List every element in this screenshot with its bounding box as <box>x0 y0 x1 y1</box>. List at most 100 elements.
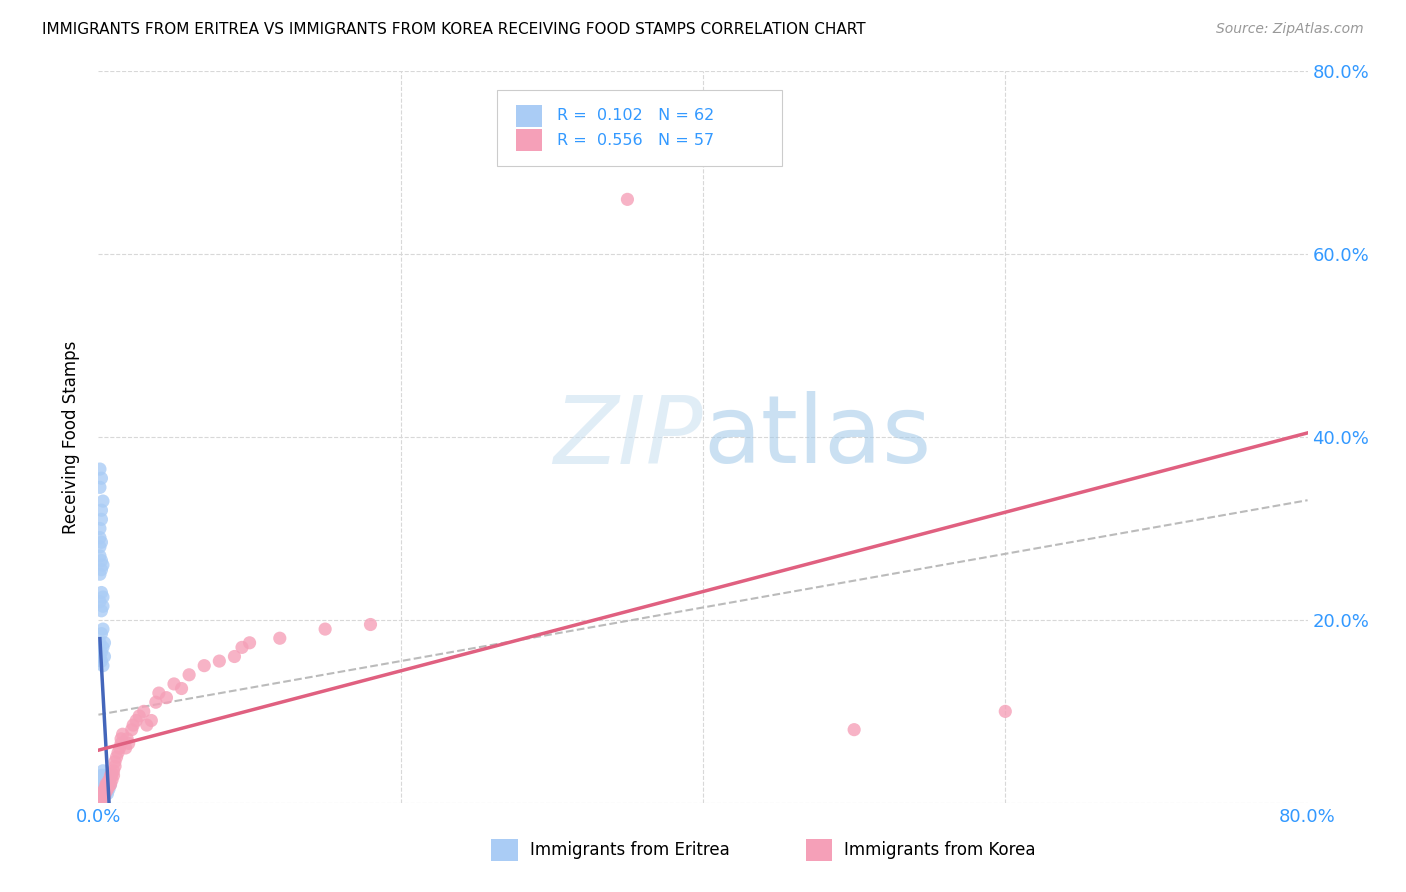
Point <box>93 787 115 801</box>
Point <box>239 636 262 650</box>
Point <box>90 535 112 549</box>
Point <box>128 709 150 723</box>
Point <box>110 731 132 746</box>
Point <box>93 782 115 797</box>
Point <box>170 681 193 696</box>
Point <box>90 563 112 577</box>
Point <box>208 654 231 668</box>
Point <box>89 567 111 582</box>
Point <box>89 794 111 808</box>
Point <box>98 782 121 797</box>
Point <box>163 677 186 691</box>
Point <box>90 772 112 787</box>
Point <box>96 778 118 792</box>
Point <box>90 503 112 517</box>
Point <box>91 778 114 792</box>
Point <box>100 778 122 792</box>
Point <box>269 632 291 646</box>
Point <box>89 480 111 494</box>
Bar <box>806 839 832 862</box>
Y-axis label: Receiving Food Stamps: Receiving Food Stamps <box>62 341 80 533</box>
Point <box>90 768 112 782</box>
Point <box>224 649 246 664</box>
Point <box>135 718 157 732</box>
Point <box>104 755 127 769</box>
Point <box>148 686 170 700</box>
Point <box>91 599 114 614</box>
Point <box>994 705 1017 719</box>
Point <box>90 791 112 805</box>
Text: ZIP: ZIP <box>554 392 703 483</box>
Point <box>193 658 215 673</box>
Point <box>91 787 114 801</box>
Point <box>118 736 141 750</box>
Point <box>93 778 115 792</box>
Point <box>90 471 112 485</box>
Point <box>91 558 114 573</box>
Point <box>121 723 143 737</box>
Point <box>89 540 111 554</box>
Point <box>132 705 155 719</box>
Point <box>115 731 138 746</box>
Point <box>91 494 114 508</box>
Point <box>125 714 148 728</box>
Point <box>91 782 114 797</box>
Point <box>616 192 638 206</box>
Point <box>90 626 112 640</box>
Point <box>100 770 122 784</box>
Point <box>94 780 117 794</box>
Bar <box>516 129 543 151</box>
Point <box>98 780 121 794</box>
Point <box>94 782 117 797</box>
Point <box>90 787 112 801</box>
Point <box>91 658 114 673</box>
Point <box>141 714 163 728</box>
Point <box>89 794 111 808</box>
Point <box>93 772 115 787</box>
Point <box>94 785 117 799</box>
Point <box>89 549 111 563</box>
FancyBboxPatch shape <box>498 90 782 167</box>
Point <box>90 645 112 659</box>
Point <box>91 787 114 801</box>
Point <box>90 782 112 797</box>
Point <box>107 746 129 760</box>
Point <box>89 787 111 801</box>
Point <box>90 512 112 526</box>
Text: Immigrants from Eritrea: Immigrants from Eritrea <box>530 841 730 859</box>
Point <box>89 636 111 650</box>
Point <box>101 766 124 780</box>
Point <box>93 636 115 650</box>
Text: atlas: atlas <box>703 391 931 483</box>
Point <box>91 590 114 604</box>
Point <box>89 791 111 805</box>
Text: Immigrants from Korea: Immigrants from Korea <box>845 841 1036 859</box>
Point <box>103 764 125 778</box>
Point <box>104 759 127 773</box>
Point <box>89 531 111 545</box>
Point <box>89 649 111 664</box>
Point <box>111 727 134 741</box>
Point <box>155 690 177 705</box>
Point <box>90 604 112 618</box>
Point <box>89 594 111 608</box>
Point <box>94 778 117 792</box>
Point <box>93 649 115 664</box>
Point <box>91 789 114 803</box>
Point <box>844 723 866 737</box>
Point <box>90 553 112 567</box>
Point <box>91 640 114 655</box>
Point <box>98 772 121 787</box>
Point <box>108 740 131 755</box>
Text: R =  0.102   N = 62: R = 0.102 N = 62 <box>557 109 714 123</box>
Point <box>93 782 115 797</box>
Point <box>89 462 111 476</box>
Point <box>91 768 114 782</box>
Point <box>91 764 114 778</box>
Point <box>103 768 125 782</box>
Point <box>114 740 136 755</box>
Point <box>145 695 167 709</box>
Point <box>122 718 145 732</box>
Point <box>90 793 112 807</box>
Point <box>100 768 122 782</box>
